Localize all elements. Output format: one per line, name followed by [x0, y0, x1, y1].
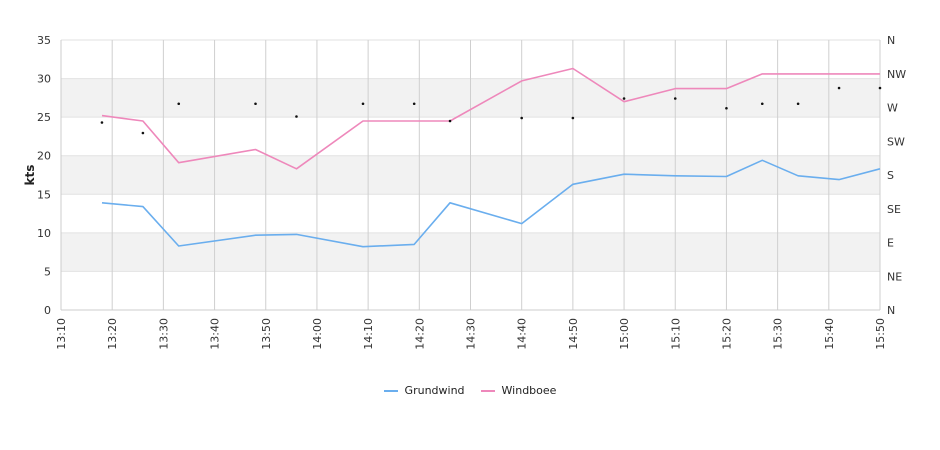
legend-label-grundwind: Grundwind: [404, 384, 465, 397]
direction-tick-label: N: [887, 304, 895, 317]
direction-tick-label: S: [887, 169, 894, 182]
direction-tick-label: E: [887, 237, 894, 250]
direction-tick-label: NW: [887, 68, 906, 81]
direction-point: [254, 102, 257, 106]
direction-tick-label: SW: [887, 135, 905, 148]
legend-item-windboee[interactable]: Windboee: [480, 384, 557, 397]
y-tick-label: 5: [44, 265, 51, 278]
y-tick-label: 10: [37, 227, 51, 240]
direction-point: [622, 97, 626, 100]
chart-legend: Grundwind Windboee: [0, 384, 940, 397]
x-tick-label: 15:50: [874, 318, 887, 350]
direction-point: [448, 119, 452, 123]
x-tick-label: 13:50: [260, 318, 273, 350]
series-line-windboee: [101, 67, 880, 170]
direction-tick-label: N: [887, 34, 895, 47]
direction-point: [141, 131, 145, 135]
direction-point: [725, 106, 728, 110]
y-axis-title: kts: [23, 165, 37, 186]
x-tick-label: 13:20: [106, 318, 119, 350]
direction-point: [837, 86, 841, 90]
direction-point: [177, 102, 181, 106]
legend-label-windboee: Windboee: [501, 384, 557, 397]
y-tick-label: 20: [37, 150, 51, 163]
x-tick-label: 13:40: [209, 318, 222, 350]
direction-point: [878, 86, 882, 90]
legend-swatch-grundwind: [383, 389, 398, 392]
x-tick-label: 15:10: [669, 318, 682, 350]
y-tick-label: 35: [37, 34, 51, 47]
direction-point: [100, 121, 104, 124]
direction-point: [412, 102, 416, 106]
direction-tick-label: NE: [887, 270, 902, 283]
y-tick-label: 0: [44, 304, 51, 317]
x-tick-label: 15:40: [823, 318, 836, 350]
direction-point: [295, 115, 298, 118]
direction-point: [760, 102, 764, 106]
x-tick-label: 13:10: [55, 318, 68, 350]
x-tick-label: 15:30: [772, 318, 785, 350]
x-tick-label: 14:40: [516, 318, 529, 350]
direction-point: [571, 116, 575, 120]
series-line-grundwind: [101, 159, 881, 248]
x-tick-label: 14:30: [465, 318, 478, 350]
direction-point: [361, 102, 365, 106]
x-tick-label: 14:20: [413, 318, 426, 350]
x-tick-label: 14:50: [567, 318, 580, 350]
x-tick-label: 14:10: [362, 318, 375, 350]
direction-tick-label: W: [887, 102, 898, 115]
y-tick-label: 25: [37, 111, 51, 124]
x-tick-label: 15:20: [720, 318, 733, 350]
legend-item-grundwind[interactable]: Grundwind: [383, 384, 465, 397]
x-tick-label: 15:00: [618, 318, 631, 350]
x-tick-label: 13:30: [157, 318, 170, 350]
y-tick-label: 30: [37, 73, 51, 86]
direction-point: [673, 97, 677, 100]
legend-swatch-windboee: [480, 389, 495, 392]
y-tick-label: 15: [37, 188, 51, 201]
direction-tick-label: SE: [887, 203, 901, 216]
direction-point: [520, 116, 523, 120]
direction-point: [796, 102, 800, 106]
x-tick-label: 14:00: [311, 318, 324, 350]
